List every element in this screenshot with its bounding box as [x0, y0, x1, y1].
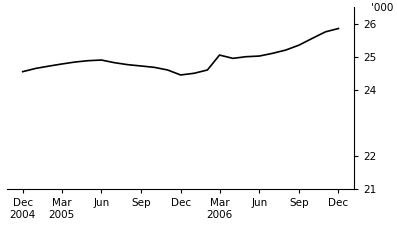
Y-axis label: '000: '000	[371, 3, 393, 13]
